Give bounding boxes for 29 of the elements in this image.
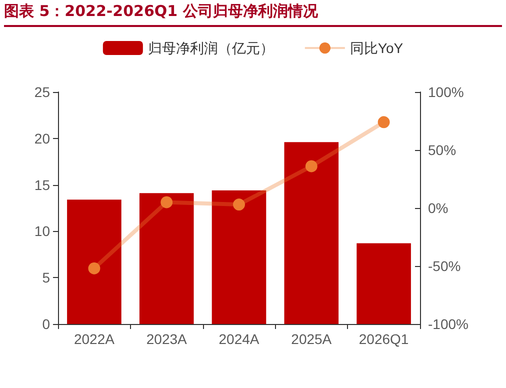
bar xyxy=(356,243,411,324)
point xyxy=(88,262,100,274)
y-tick-label: 10 xyxy=(34,223,50,240)
x-tick-label: 2026Q1 xyxy=(358,331,409,347)
y-tick-label: 5 xyxy=(42,270,50,286)
point xyxy=(305,160,318,172)
y-tick-label: 15 xyxy=(34,176,50,193)
y2-tick-label: -50% xyxy=(428,258,461,274)
y2-tick-label: 0% xyxy=(428,200,448,216)
point xyxy=(378,116,390,128)
bar xyxy=(212,190,266,324)
y2-tick-label: 100% xyxy=(428,84,464,100)
y-tick-label: 25 xyxy=(34,84,50,100)
legend-label: 归母净利润（亿元） xyxy=(148,40,274,56)
x-tick-label: 2022A xyxy=(74,331,116,347)
point xyxy=(233,198,245,211)
point xyxy=(160,196,173,208)
y2-tick-label: -100% xyxy=(428,316,468,332)
y-tick-label: 0 xyxy=(42,316,50,332)
x-tick-label: 2025A xyxy=(291,331,332,347)
y2-tick-label: 50% xyxy=(428,142,456,158)
chart-title: 图表 5：2022-2026Q1 公司归母净利润情况 xyxy=(4,2,502,27)
y-tick-label: 20 xyxy=(34,130,50,146)
legend-label: 同比YoY xyxy=(350,40,404,56)
bar xyxy=(67,200,122,324)
bar xyxy=(284,142,339,324)
x-tick-label: 2024A xyxy=(218,331,260,347)
x-tick-label: 2023A xyxy=(146,331,188,347)
bar xyxy=(139,193,194,324)
